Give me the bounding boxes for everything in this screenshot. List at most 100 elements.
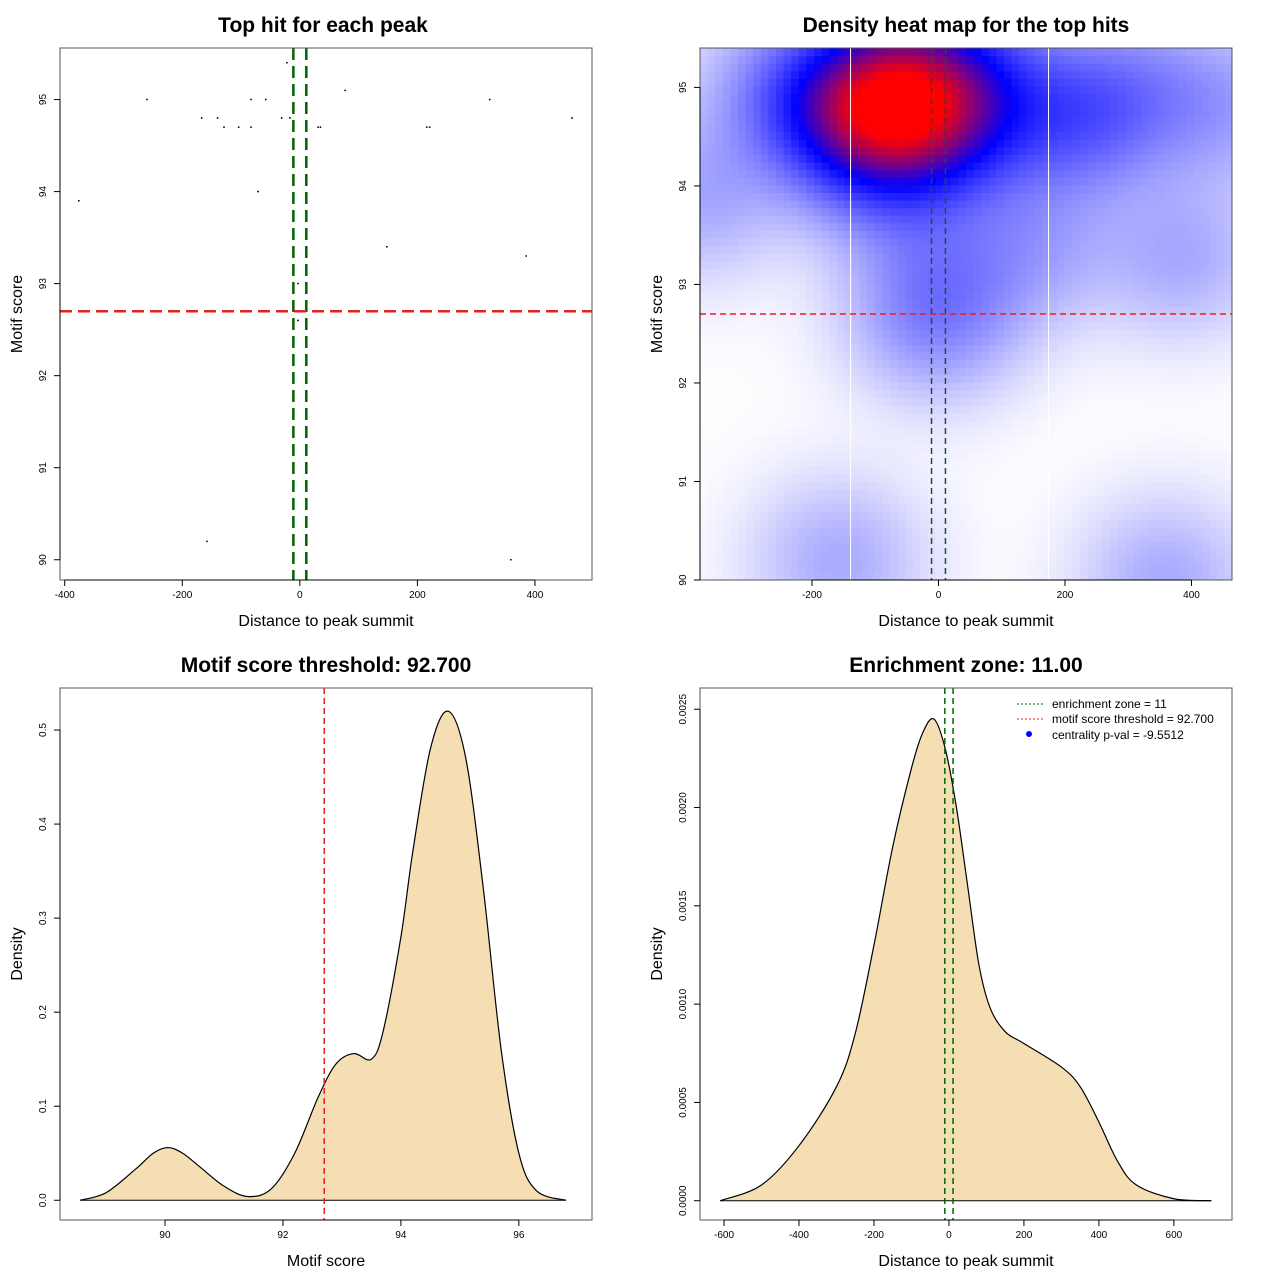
heat-cell bbox=[738, 222, 747, 231]
heat-cell bbox=[852, 291, 861, 300]
heat-cell bbox=[958, 564, 967, 573]
heat-cell bbox=[1011, 374, 1020, 383]
heat-cell bbox=[836, 526, 845, 535]
heat-cell bbox=[821, 276, 830, 285]
heat-cell bbox=[981, 139, 990, 148]
heat-cell bbox=[760, 481, 769, 490]
heat-cell bbox=[1057, 321, 1066, 330]
heat-cell bbox=[821, 283, 830, 292]
heat-cell bbox=[867, 390, 876, 399]
heat-cell bbox=[715, 390, 724, 399]
heat-cell bbox=[867, 298, 876, 307]
heat-cell bbox=[1064, 473, 1073, 482]
heat-cell bbox=[768, 139, 777, 148]
heat-cell bbox=[882, 154, 891, 163]
heat-cell bbox=[1102, 466, 1111, 475]
heat-cell bbox=[1004, 283, 1013, 292]
heat-cell bbox=[1209, 450, 1218, 459]
heat-cell bbox=[890, 86, 899, 95]
heat-cell bbox=[776, 124, 785, 133]
heat-cell bbox=[966, 276, 975, 285]
heat-cell bbox=[768, 496, 777, 505]
heat-cell bbox=[905, 504, 914, 513]
heat-cell bbox=[867, 443, 876, 452]
heat-cell bbox=[912, 78, 921, 87]
heat-cell bbox=[943, 215, 952, 224]
heat-cell bbox=[1064, 230, 1073, 239]
heat-cell bbox=[745, 428, 754, 437]
heat-cell bbox=[1163, 496, 1172, 505]
heat-cell bbox=[730, 367, 739, 376]
heat-cell bbox=[821, 245, 830, 254]
heat-cell bbox=[882, 542, 891, 551]
heat-cell bbox=[738, 572, 747, 580]
heat-cell bbox=[867, 131, 876, 140]
heat-cell bbox=[829, 154, 838, 163]
heat-cell bbox=[1004, 359, 1013, 368]
heat-cell bbox=[1095, 260, 1104, 269]
heat-cell bbox=[1224, 253, 1232, 262]
scatter-point bbox=[286, 61, 288, 64]
heat-cell bbox=[1224, 63, 1232, 72]
heat-cell bbox=[844, 458, 853, 467]
heat-cell bbox=[897, 405, 906, 414]
heat-cell bbox=[1163, 352, 1172, 361]
heat-cell bbox=[1042, 78, 1051, 87]
heat-cell bbox=[935, 382, 944, 391]
heat-cell bbox=[1080, 298, 1089, 307]
heat-cell bbox=[1133, 184, 1142, 193]
heat-cell bbox=[1049, 450, 1058, 459]
heat-cell bbox=[738, 443, 747, 452]
heat-cell bbox=[1125, 344, 1134, 353]
heat-cell bbox=[1026, 70, 1035, 79]
heat-cell bbox=[943, 511, 952, 520]
heat-cell bbox=[836, 534, 845, 543]
heat-cell bbox=[1140, 162, 1149, 171]
heat-cell bbox=[1011, 283, 1020, 292]
heat-cell bbox=[1140, 70, 1149, 79]
heat-cell bbox=[715, 420, 724, 429]
heat-cell bbox=[738, 481, 747, 490]
heat-cell bbox=[852, 374, 861, 383]
title-scatter: Top hit for each peak bbox=[218, 14, 428, 37]
heat-cell bbox=[1049, 108, 1058, 117]
heat-cell bbox=[836, 291, 845, 300]
heat-cell bbox=[1004, 298, 1013, 307]
heat-cell bbox=[973, 336, 982, 345]
heat-cell bbox=[753, 458, 762, 467]
heat-cell bbox=[776, 504, 785, 513]
heat-cell bbox=[890, 108, 899, 117]
heat-cell bbox=[935, 192, 944, 201]
heat-cell bbox=[1118, 283, 1127, 292]
heat-cell bbox=[1004, 519, 1013, 528]
heat-cell bbox=[783, 154, 792, 163]
heat-cell bbox=[1064, 253, 1073, 262]
heat-cell bbox=[821, 473, 830, 482]
heat-cell bbox=[836, 124, 845, 133]
heat-cell bbox=[814, 48, 823, 57]
heat-cell bbox=[1216, 359, 1225, 368]
heat-cell bbox=[1004, 481, 1013, 490]
heat-cell bbox=[738, 101, 747, 110]
heat-cell bbox=[1042, 329, 1051, 338]
heat-cell bbox=[776, 200, 785, 209]
heat-cell bbox=[1186, 116, 1195, 125]
heat-cell bbox=[1140, 146, 1149, 155]
heat-cell bbox=[753, 496, 762, 505]
heat-cell bbox=[920, 124, 929, 133]
heat-cell bbox=[1072, 230, 1081, 239]
heat-cell bbox=[1125, 382, 1134, 391]
heat-cell bbox=[996, 526, 1005, 535]
heat-cell bbox=[791, 276, 800, 285]
heat-cell bbox=[1163, 526, 1172, 535]
heat-cell bbox=[1163, 542, 1172, 551]
heat-cell bbox=[859, 200, 868, 209]
heat-cell bbox=[1064, 359, 1073, 368]
heat-cell bbox=[943, 146, 952, 155]
heat-cell bbox=[844, 397, 853, 406]
heat-cell bbox=[988, 192, 997, 201]
heat-cell bbox=[1095, 519, 1104, 528]
heat-cell bbox=[806, 177, 815, 186]
heat-cell bbox=[1072, 481, 1081, 490]
heat-cell bbox=[1011, 207, 1020, 216]
